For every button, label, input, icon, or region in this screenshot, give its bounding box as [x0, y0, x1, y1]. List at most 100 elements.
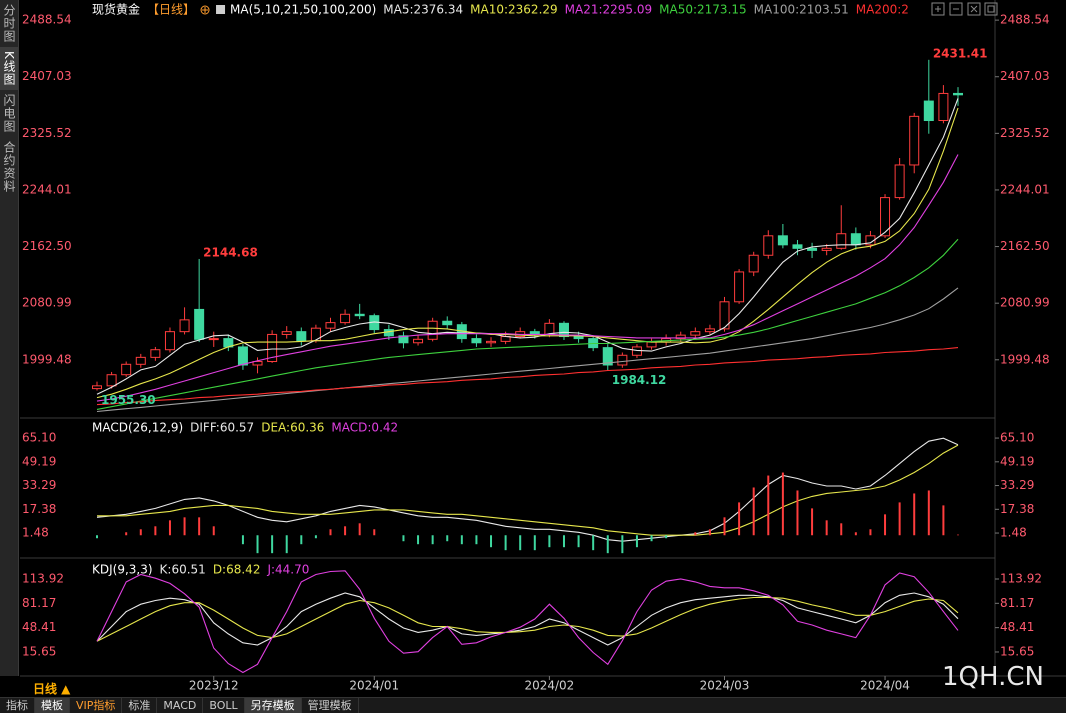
legend-entry: MA10:2362.29: [470, 3, 558, 17]
candle-body: [953, 92, 963, 96]
candle-body: [413, 338, 424, 344]
y-tick-label: 15.65: [1000, 644, 1034, 658]
candle-body: [164, 331, 175, 351]
candle-body: [325, 322, 336, 329]
chart-title: 现货黄金: [92, 2, 140, 17]
candle-body: [252, 361, 263, 366]
candle-body: [777, 235, 788, 246]
candle-body: [880, 197, 891, 237]
y-tick-label: 113.92: [22, 571, 64, 585]
legend-entry: MA5:2376.34: [383, 3, 463, 17]
series-line: [96, 596, 959, 642]
y-tick-label: 65.10: [22, 431, 56, 445]
y-tick-label: 65.10: [1000, 431, 1034, 445]
y-tick-label: 49.19: [1000, 454, 1034, 468]
candle-body: [558, 322, 569, 338]
add-icon: [200, 5, 210, 15]
candle-body: [106, 374, 117, 387]
tool-tab[interactable]: 模板: [35, 698, 70, 713]
y-tick-label: 2162.50: [1000, 239, 1050, 253]
candle-body: [923, 100, 934, 122]
candle-body: [909, 115, 920, 166]
candle-body: [237, 346, 248, 366]
series-line: [96, 347, 959, 406]
y-tick-label: 2080.99: [22, 296, 72, 310]
legend-entry: J:44.70: [266, 563, 309, 577]
series-line: [97, 444, 959, 536]
y-tick-label: 48.41: [1000, 620, 1034, 634]
legend-entry: D:68.42: [213, 563, 261, 577]
series-line: [96, 238, 959, 410]
y-tick-label: 2407.03: [1000, 69, 1050, 83]
y-tick-label: 17.38: [22, 502, 56, 516]
candle-body: [442, 320, 453, 326]
chart-period: 【日线】: [147, 3, 195, 17]
y-tick-label: 2080.99: [1000, 296, 1050, 310]
candle-body: [296, 331, 307, 342]
tool-tab[interactable]: BOLL: [203, 698, 245, 713]
side-tab[interactable]: 合约资料: [2, 140, 16, 193]
candle-body: [675, 334, 686, 340]
y-tick-label: 2325.52: [1000, 126, 1050, 140]
chart-title: KDJ(9,3,3): [92, 563, 153, 577]
series-line: [96, 154, 959, 402]
tool-tab[interactable]: 管理模板: [302, 698, 359, 713]
price-annotation: 2144.68: [203, 245, 258, 259]
candle-body: [792, 244, 803, 249]
side-tab[interactable]: 分时图: [2, 4, 16, 43]
add-icon: [202, 7, 209, 13]
candle-body: [704, 328, 715, 333]
candle-body: [471, 338, 482, 344]
candle-body: [354, 313, 365, 317]
y-tick-label: 81.17: [22, 596, 56, 610]
legend-entry: MACD:0.42: [331, 421, 398, 435]
candle-body: [748, 254, 759, 273]
y-tick-label: 33.29: [22, 478, 56, 492]
tool-tab[interactable]: 标准: [122, 698, 158, 713]
candle-body: [486, 340, 497, 344]
y-tick-label: 48.41: [22, 620, 56, 634]
series-line: [96, 570, 959, 674]
x-tick-label: 2024/02: [524, 679, 574, 693]
candle-body: [398, 335, 409, 344]
candle-body: [267, 333, 278, 363]
series-line: [96, 437, 959, 542]
series-line: [96, 287, 959, 413]
candle-body: [427, 320, 438, 340]
candle-body: [150, 349, 161, 358]
candle-body: [383, 329, 394, 337]
legend-entry: DIFF:60.57: [190, 421, 254, 435]
side-tab[interactable]: K线图: [0, 47, 18, 90]
chart-subtitle: MA(5,10,21,50,100,200): [230, 3, 376, 17]
series-line: [96, 98, 959, 395]
period-button[interactable]: 日线 ▲: [33, 682, 71, 696]
candle-body: [807, 247, 818, 251]
y-tick-label: 1.48: [1000, 526, 1027, 540]
candle-body: [194, 308, 205, 340]
chart-title: MACD(26,12,9): [92, 421, 183, 435]
candle-body: [894, 164, 905, 199]
legend-entry: MA100:2103.51: [754, 3, 849, 17]
y-tick-label: 33.29: [1000, 478, 1034, 492]
candle-body: [850, 233, 861, 246]
candle-body: [121, 363, 132, 376]
tool-tab[interactable]: MACD: [157, 698, 204, 713]
candle-body: [763, 235, 774, 256]
candle-body: [938, 92, 949, 122]
series-line: [96, 592, 959, 646]
series-line: [96, 107, 959, 399]
side-tab[interactable]: 闪电图: [2, 93, 16, 133]
candle-body: [690, 331, 701, 336]
tool-tab[interactable]: VIP指标: [70, 698, 123, 713]
tool-tab[interactable]: 指标: [0, 698, 35, 713]
y-tick-label: 49.19: [22, 454, 56, 468]
toolbar: 指标 模板 VIP指标 标准 MACD BOLL 另存模板 管理模板: [0, 697, 1066, 713]
y-tick-label: 17.38: [1000, 502, 1034, 516]
y-tick-label: 2407.03: [22, 69, 72, 83]
price-annotation: 2431.41: [933, 46, 988, 60]
tool-tab[interactable]: 另存模板: [244, 698, 302, 713]
candle-body: [179, 319, 190, 333]
y-tick-label: 15.65: [22, 644, 56, 658]
candle-body: [821, 247, 832, 251]
